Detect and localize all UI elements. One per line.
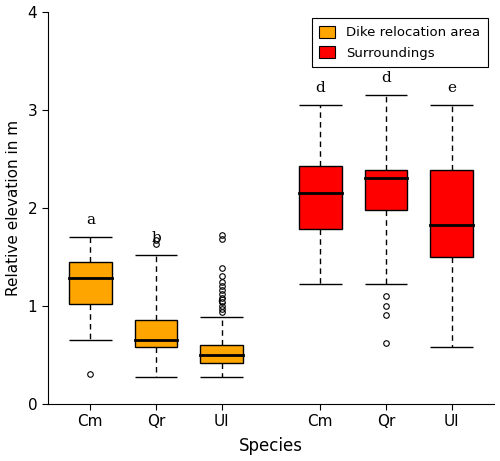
Bar bbox=[364, 171, 408, 210]
Bar bbox=[299, 166, 342, 229]
Bar bbox=[430, 171, 473, 257]
X-axis label: Species: Species bbox=[239, 437, 303, 455]
Text: e: e bbox=[447, 81, 456, 95]
Legend: Dike relocation area, Surroundings: Dike relocation area, Surroundings bbox=[312, 18, 488, 67]
Text: a: a bbox=[86, 213, 95, 227]
Text: d: d bbox=[316, 81, 325, 95]
Bar bbox=[134, 320, 178, 347]
Text: d: d bbox=[381, 71, 391, 85]
Text: b: b bbox=[151, 231, 161, 245]
Bar bbox=[200, 345, 243, 362]
Y-axis label: Relative elevation in m: Relative elevation in m bbox=[6, 119, 20, 296]
Bar bbox=[69, 261, 112, 304]
Text: c: c bbox=[218, 294, 226, 307]
